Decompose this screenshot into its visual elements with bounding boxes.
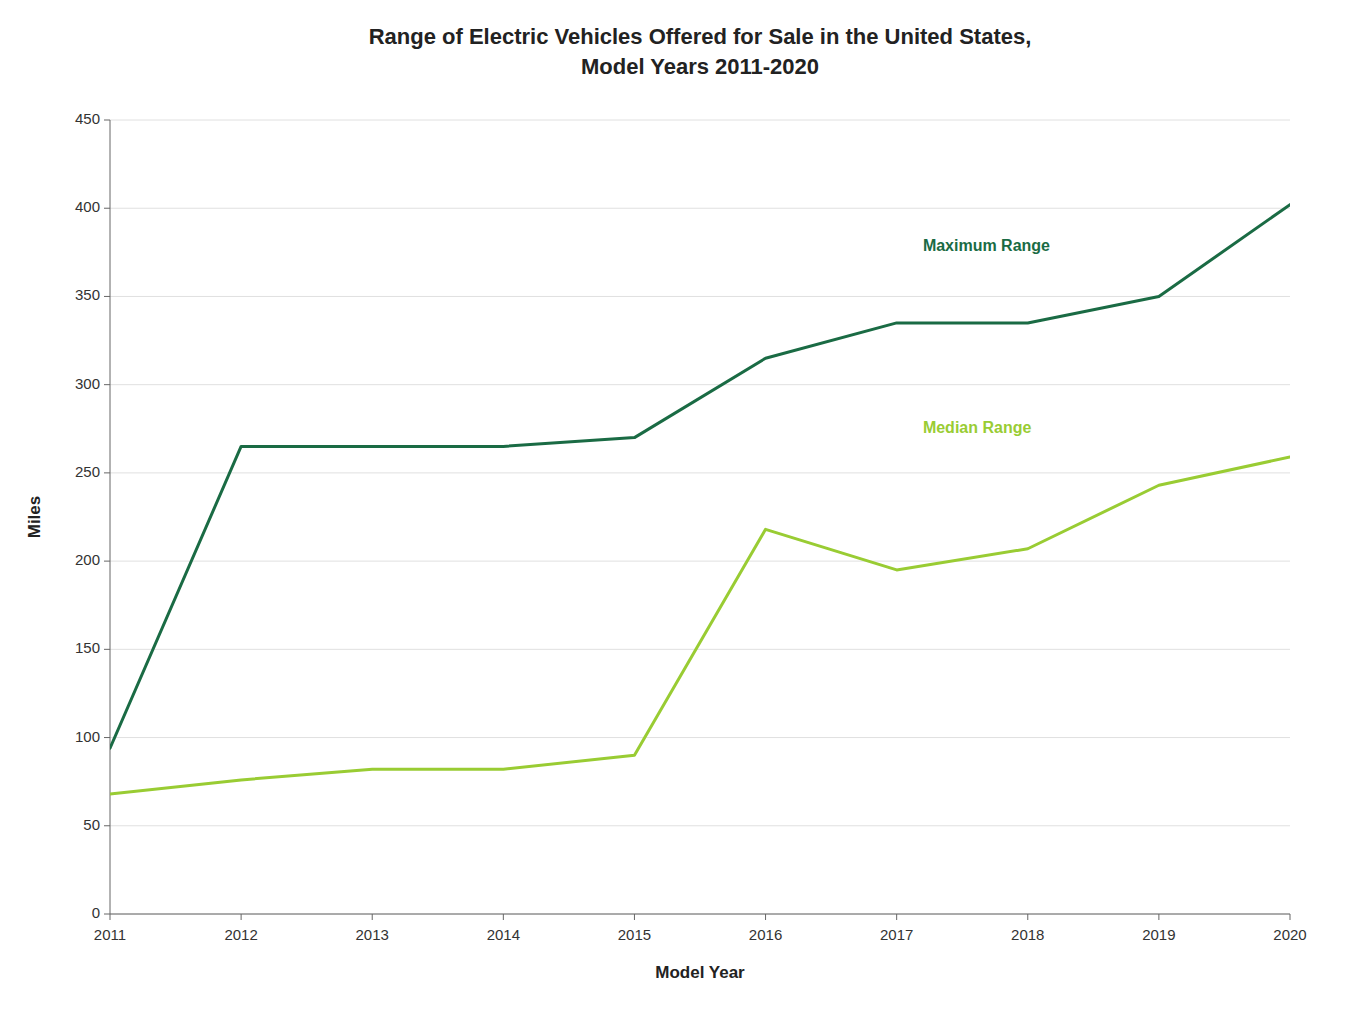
y-tick-label: 100 — [75, 728, 100, 745]
annotation: Median Range — [923, 419, 1032, 436]
x-tick — [1158, 914, 1159, 920]
x-axis-label: Model Year — [655, 963, 745, 982]
y-tick — [104, 737, 110, 738]
annotations: Maximum Range Median Range — [923, 237, 1050, 436]
y-tick-label: 350 — [75, 286, 100, 303]
y-tick — [104, 649, 110, 650]
y-tick-label: 0 — [92, 904, 100, 921]
x-tick-label: 2016 — [749, 926, 782, 943]
y-tick-label: 300 — [75, 375, 100, 392]
x-tick — [1027, 914, 1028, 920]
x-tick-label: 2014 — [487, 926, 520, 943]
y-tick-label: 250 — [75, 463, 100, 480]
grid-line — [110, 472, 1290, 473]
y-tick — [104, 825, 110, 826]
y-tick — [104, 296, 110, 297]
y-tick — [104, 561, 110, 562]
x-tick — [634, 914, 635, 920]
y-tick-label: 150 — [75, 639, 100, 656]
y-tick-label: 450 — [75, 110, 100, 127]
x-tick-label: 2019 — [1142, 926, 1175, 943]
title: Range of Electric Vehicles Offered for S… — [369, 24, 1032, 49]
y-axis-label: Miles — [25, 496, 44, 539]
x-tick-label: 2013 — [356, 926, 389, 943]
x-tick — [241, 914, 242, 920]
series-line — [110, 205, 1290, 748]
grid-line — [110, 120, 1290, 121]
title-group: Range of Electric Vehicles Offered for S… — [369, 24, 1032, 79]
x-tick-label: 2018 — [1011, 926, 1044, 943]
y-tick — [104, 384, 110, 385]
y-tick-label: 50 — [83, 816, 100, 833]
x-tick-label: 2015 — [618, 926, 651, 943]
grid — [110, 120, 1290, 914]
x-axis-line — [110, 914, 1290, 915]
x-tick — [765, 914, 766, 920]
grid-line — [110, 649, 1290, 650]
chart-container: Range of Electric Vehicles Offered for S… — [0, 0, 1350, 1014]
x-tick — [896, 914, 897, 920]
grid-line — [110, 737, 1290, 738]
y-tick-label: 400 — [75, 198, 100, 215]
grid-line — [110, 825, 1290, 826]
x-tick — [110, 914, 111, 920]
subtitle: Model Years 2011-2020 — [581, 54, 819, 79]
y-axis: 0 50 100 150 200 250 300 350 400 450 — [75, 110, 110, 921]
grid-line — [110, 561, 1290, 562]
x-tick-label: 2011 — [94, 926, 126, 943]
x-tick-label: 2012 — [224, 926, 257, 943]
x-tick-label: 2020 — [1273, 926, 1306, 943]
x-tick — [372, 914, 373, 920]
y-tick — [104, 914, 110, 915]
y-tick — [104, 472, 110, 473]
y-tick — [104, 208, 110, 209]
y-tick-label: 200 — [75, 551, 100, 568]
y-tick — [104, 120, 110, 121]
grid-line — [110, 296, 1290, 297]
x-tick — [503, 914, 504, 920]
x-axis: 2011 2012 2013 2014 2015 2016 2017 2018 2019 2020 — [94, 914, 1307, 943]
grid-line — [110, 208, 1290, 209]
series-line — [110, 457, 1290, 794]
x-tick-label: 2017 — [880, 926, 913, 943]
annotation: Maximum Range — [923, 237, 1050, 254]
plot-area — [110, 205, 1290, 794]
grid-line — [110, 914, 1290, 915]
x-tick — [1290, 914, 1291, 920]
chart-svg: Range of Electric Vehicles Offered for S… — [0, 0, 1350, 1014]
grid-line — [110, 384, 1290, 385]
